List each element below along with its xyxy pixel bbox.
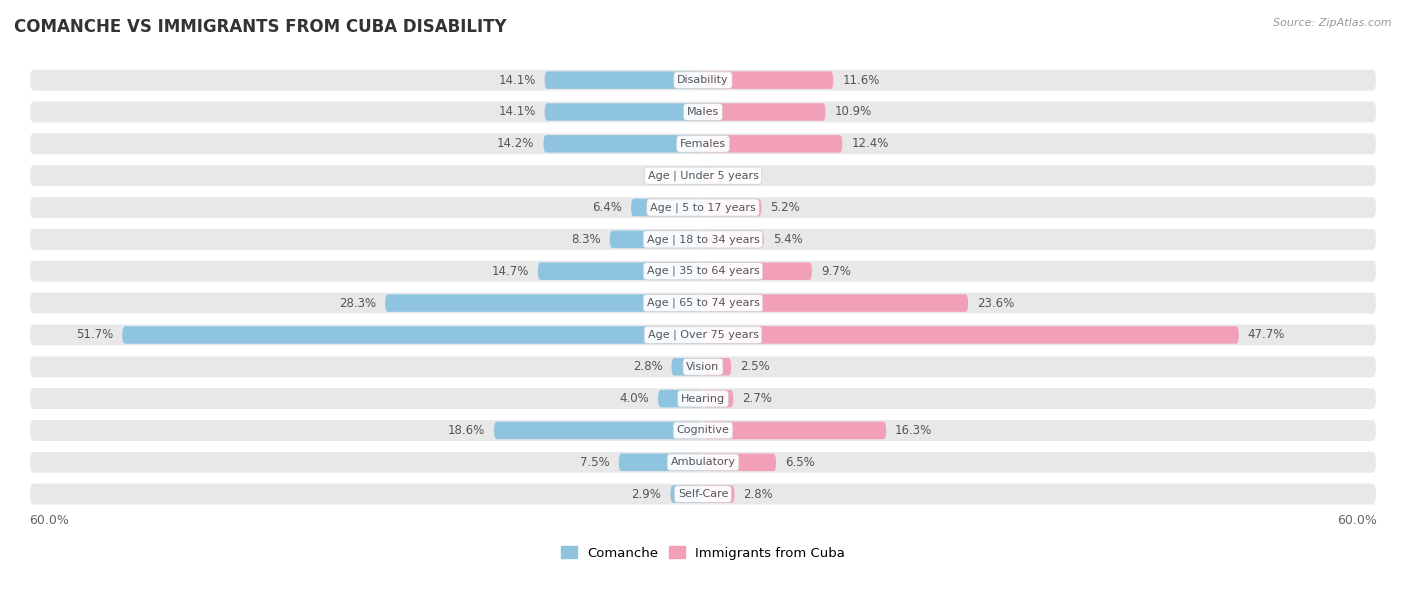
- Text: Disability: Disability: [678, 75, 728, 85]
- FancyBboxPatch shape: [703, 485, 734, 503]
- Text: 5.2%: 5.2%: [770, 201, 800, 214]
- FancyBboxPatch shape: [703, 263, 811, 280]
- Text: 2.8%: 2.8%: [744, 488, 773, 501]
- FancyBboxPatch shape: [30, 100, 1376, 124]
- FancyBboxPatch shape: [544, 72, 703, 89]
- Text: 28.3%: 28.3%: [339, 297, 377, 310]
- Text: 6.5%: 6.5%: [785, 456, 814, 469]
- Text: 14.2%: 14.2%: [498, 137, 534, 151]
- FancyBboxPatch shape: [703, 453, 776, 471]
- Text: 16.3%: 16.3%: [896, 424, 932, 437]
- Text: 2.9%: 2.9%: [631, 488, 661, 501]
- FancyBboxPatch shape: [671, 485, 703, 503]
- Text: 60.0%: 60.0%: [30, 514, 69, 527]
- Text: Age | 18 to 34 years: Age | 18 to 34 years: [647, 234, 759, 245]
- FancyBboxPatch shape: [631, 199, 703, 216]
- Text: Age | 35 to 64 years: Age | 35 to 64 years: [647, 266, 759, 277]
- FancyBboxPatch shape: [30, 228, 1376, 251]
- Text: Vision: Vision: [686, 362, 720, 371]
- Text: 2.7%: 2.7%: [742, 392, 772, 405]
- FancyBboxPatch shape: [494, 422, 703, 439]
- FancyBboxPatch shape: [30, 196, 1376, 219]
- Text: 9.7%: 9.7%: [821, 265, 851, 278]
- FancyBboxPatch shape: [703, 422, 886, 439]
- Text: 8.3%: 8.3%: [571, 233, 600, 246]
- FancyBboxPatch shape: [30, 483, 1376, 506]
- FancyBboxPatch shape: [703, 199, 762, 216]
- Text: 11.6%: 11.6%: [842, 73, 880, 87]
- FancyBboxPatch shape: [30, 324, 1376, 346]
- FancyBboxPatch shape: [703, 135, 842, 152]
- Legend: Comanche, Immigrants from Cuba: Comanche, Immigrants from Cuba: [555, 541, 851, 565]
- Text: Age | Over 75 years: Age | Over 75 years: [648, 330, 758, 340]
- FancyBboxPatch shape: [30, 132, 1376, 155]
- Text: 14.1%: 14.1%: [498, 105, 536, 119]
- FancyBboxPatch shape: [385, 294, 703, 312]
- FancyBboxPatch shape: [30, 69, 1376, 92]
- Text: 18.6%: 18.6%: [449, 424, 485, 437]
- FancyBboxPatch shape: [703, 231, 763, 248]
- Text: 14.1%: 14.1%: [498, 73, 536, 87]
- FancyBboxPatch shape: [619, 453, 703, 471]
- Text: 4.0%: 4.0%: [619, 392, 650, 405]
- FancyBboxPatch shape: [30, 387, 1376, 410]
- FancyBboxPatch shape: [538, 263, 703, 280]
- Text: Cognitive: Cognitive: [676, 425, 730, 436]
- FancyBboxPatch shape: [30, 291, 1376, 315]
- Text: 47.7%: 47.7%: [1247, 329, 1285, 341]
- FancyBboxPatch shape: [703, 326, 1239, 344]
- Text: Hearing: Hearing: [681, 394, 725, 403]
- Text: 5.4%: 5.4%: [773, 233, 803, 246]
- Text: Age | Under 5 years: Age | Under 5 years: [648, 170, 758, 181]
- FancyBboxPatch shape: [122, 326, 703, 344]
- Text: 51.7%: 51.7%: [76, 329, 114, 341]
- Text: 12.4%: 12.4%: [851, 137, 889, 151]
- Text: Females: Females: [681, 139, 725, 149]
- FancyBboxPatch shape: [703, 103, 825, 121]
- Text: 60.0%: 60.0%: [1337, 514, 1376, 527]
- FancyBboxPatch shape: [30, 164, 1376, 187]
- Text: Source: ZipAtlas.com: Source: ZipAtlas.com: [1274, 18, 1392, 28]
- Text: Ambulatory: Ambulatory: [671, 457, 735, 468]
- FancyBboxPatch shape: [544, 103, 703, 121]
- Text: 10.9%: 10.9%: [834, 105, 872, 119]
- FancyBboxPatch shape: [30, 356, 1376, 378]
- Text: Self-Care: Self-Care: [678, 489, 728, 499]
- FancyBboxPatch shape: [703, 390, 734, 408]
- Text: COMANCHE VS IMMIGRANTS FROM CUBA DISABILITY: COMANCHE VS IMMIGRANTS FROM CUBA DISABIL…: [14, 18, 506, 36]
- Text: Age | 65 to 74 years: Age | 65 to 74 years: [647, 298, 759, 308]
- Text: 1.1%: 1.1%: [724, 169, 754, 182]
- Text: 1.2%: 1.2%: [651, 169, 681, 182]
- FancyBboxPatch shape: [703, 167, 716, 184]
- Text: 7.5%: 7.5%: [581, 456, 610, 469]
- Text: 6.4%: 6.4%: [592, 201, 621, 214]
- Text: 23.6%: 23.6%: [977, 297, 1014, 310]
- Text: Age | 5 to 17 years: Age | 5 to 17 years: [650, 203, 756, 213]
- FancyBboxPatch shape: [610, 231, 703, 248]
- FancyBboxPatch shape: [30, 259, 1376, 283]
- FancyBboxPatch shape: [30, 451, 1376, 474]
- Text: Males: Males: [688, 107, 718, 117]
- FancyBboxPatch shape: [703, 72, 834, 89]
- FancyBboxPatch shape: [658, 390, 703, 408]
- Text: 2.8%: 2.8%: [633, 360, 662, 373]
- FancyBboxPatch shape: [544, 135, 703, 152]
- FancyBboxPatch shape: [30, 419, 1376, 442]
- FancyBboxPatch shape: [689, 167, 703, 184]
- FancyBboxPatch shape: [672, 358, 703, 376]
- FancyBboxPatch shape: [703, 294, 969, 312]
- FancyBboxPatch shape: [703, 358, 731, 376]
- Text: 14.7%: 14.7%: [492, 265, 529, 278]
- Text: 2.5%: 2.5%: [740, 360, 770, 373]
